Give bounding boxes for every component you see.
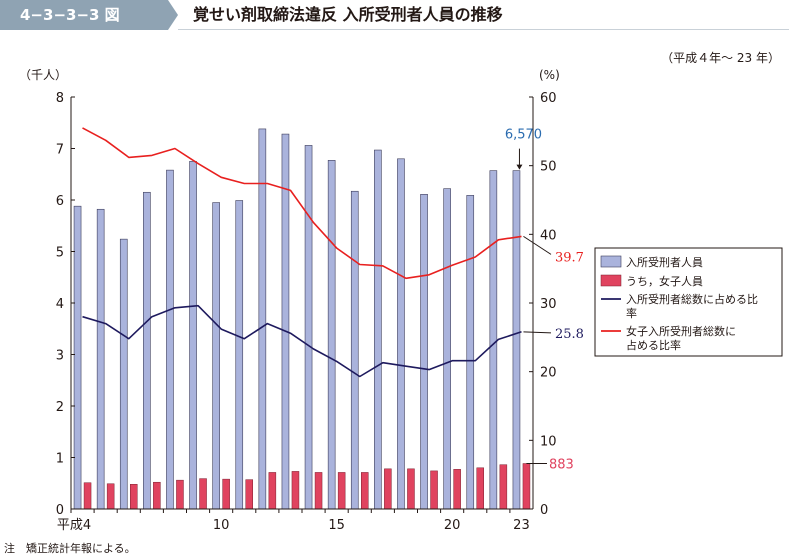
bar-female-13: [291, 471, 300, 510]
y-right-tick-label: 50: [540, 160, 557, 175]
bar-total-9: [189, 161, 197, 510]
bar-total-10: [212, 202, 220, 510]
legend-label: 入所受刑者人員: [626, 256, 703, 269]
y-left-unit: （千人）: [19, 68, 67, 82]
x-tick-label: 15: [328, 518, 345, 533]
figure-title: 覚せい剤取締法違反 入所受刑者人員の推移: [193, 5, 503, 24]
header-rule: [178, 29, 789, 30]
y-right-tick-label: 60: [540, 91, 557, 106]
x-tick-label: 20: [444, 518, 461, 533]
bar-female-6: [130, 484, 138, 510]
y-left-tick-label: 6: [56, 194, 64, 209]
annotation-leader: [523, 331, 552, 334]
bar-female-9: [199, 478, 207, 510]
chart: （平成４年〜 23 年）（千人） (%)012345678010203040506…: [19, 51, 783, 533]
bar-female-16: [361, 472, 369, 510]
line-female-share: [82, 127, 522, 280]
legend-label: 女子入所受刑者総数に占める比率: [626, 324, 736, 352]
bar-female-14: [314, 472, 323, 510]
bar-female-10: [222, 478, 230, 510]
legend-label: 入所受刑者総数に占める比率: [626, 292, 758, 320]
x-tick-label: 10: [213, 518, 230, 533]
bar-total-11: [235, 200, 244, 510]
x-tick-label: 23: [513, 518, 530, 533]
annotation-total-persons: 6,570: [505, 128, 542, 143]
bar-female-4: [83, 482, 92, 510]
bar-total-22: [489, 170, 498, 510]
legend-swatch-total: [600, 255, 622, 268]
bar-total-19: [420, 194, 428, 510]
annotation-female-persons: 883: [549, 458, 574, 473]
bar-total-14: [304, 145, 313, 510]
bar-total-5: [96, 208, 105, 510]
line-total-share: [82, 304, 522, 378]
bar-female-12: [268, 472, 277, 510]
y-left-tick-label: 7: [56, 143, 64, 158]
legend-box: [594, 247, 783, 357]
bar-total-18: [397, 158, 405, 510]
bar-female-11: [245, 479, 253, 510]
bar-female-21: [476, 467, 484, 510]
y-right-tick-label: 20: [540, 366, 557, 381]
bar-total-8: [166, 169, 174, 510]
bar-female-17: [384, 468, 392, 510]
y-right-tick-label: 30: [540, 297, 557, 312]
y-right-tick-label: 40: [540, 228, 557, 243]
footnote: 注 矯正統計年報による。: [4, 542, 136, 555]
bar-total-17: [374, 149, 382, 510]
bar-total-23: [512, 170, 521, 510]
bar-total-7: [143, 191, 151, 510]
bar-female-19: [430, 470, 438, 510]
y-right-unit: (%): [539, 68, 560, 82]
annotation-total-share: 25.8: [555, 327, 584, 342]
y-left-tick-label: 5: [56, 246, 64, 261]
bar-female-18: [407, 468, 415, 510]
annotation-leader: [523, 235, 552, 255]
legend-label: うち，女子人員: [626, 274, 703, 288]
bar-female-22: [499, 464, 508, 510]
bar-total-12: [258, 128, 267, 510]
y-left-tick-label: 0: [56, 503, 64, 518]
bar-female-20: [453, 469, 461, 510]
bar-female-5: [106, 483, 115, 510]
y-right-tick-label: 0: [540, 503, 548, 518]
annotation-female-share: 39.7: [555, 250, 584, 265]
annotation-arrowhead: [516, 164, 523, 170]
figure-number-badge: 4−3−3−3 図: [0, 0, 178, 30]
bar-female-7: [153, 481, 161, 510]
bar-total-20: [443, 188, 451, 510]
y-left-tick-label: 3: [56, 349, 64, 364]
bar-total-6: [119, 238, 128, 510]
period-label: （平成４年〜 23 年）: [661, 51, 780, 65]
bar-female-8: [176, 479, 184, 510]
y-left-tick-label: 1: [56, 452, 64, 467]
figure-header: 4−3−3−3 図 覚せい剤取締法違反 入所受刑者人員の推移: [0, 0, 789, 30]
bar-total-21: [466, 195, 475, 510]
bar-female-15: [337, 472, 346, 510]
y-left-tick-label: 4: [56, 297, 64, 312]
x-tick-label: 平成4: [57, 518, 91, 533]
bar-total-16: [350, 190, 359, 510]
bar-total-4: [73, 205, 82, 510]
bar-total-15: [327, 160, 336, 510]
legend-swatch-female: [600, 274, 622, 287]
y-left-tick-label: 8: [56, 91, 64, 106]
y-left-tick-label: 2: [56, 400, 64, 415]
y-right-tick-label: 10: [540, 434, 557, 449]
bar-female-23: [522, 463, 531, 510]
